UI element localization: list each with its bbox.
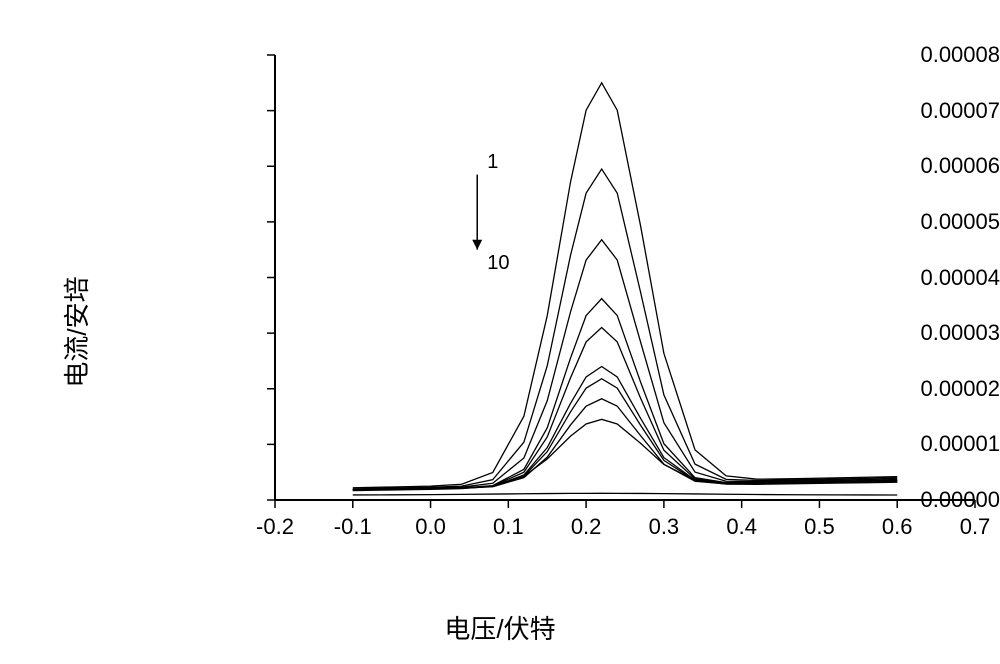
y-tick-label: 0.00006 — [739, 153, 1000, 179]
x-tick-label: -0.2 — [256, 514, 294, 540]
y-tick-label: 0.00004 — [739, 265, 1000, 291]
y-tick-label: 0.00001 — [739, 431, 1000, 457]
x-tick-label: 0.1 — [493, 514, 524, 540]
annotation-label-top: 1 — [487, 151, 498, 174]
y-tick-label: 0.00008 — [739, 42, 1000, 68]
y-tick-label: 0.00007 — [739, 98, 1000, 124]
chart-container: 电流/安培 电压/伏特 0.000000.000010.000020.00003… — [0, 0, 1000, 664]
y-tick-label: 0.00005 — [739, 209, 1000, 235]
x-tick-label: 0.5 — [804, 514, 835, 540]
x-tick-label: 0.0 — [415, 514, 446, 540]
y-tick-label: 0.00000 — [739, 487, 1000, 513]
x-tick-label: 0.3 — [649, 514, 680, 540]
y-tick-label: 0.00002 — [739, 376, 1000, 402]
x-tick-label: 0.6 — [882, 514, 913, 540]
annotation-label-bottom: 10 — [487, 252, 509, 275]
x-tick-label: 0.7 — [960, 514, 991, 540]
y-tick-label: 0.00003 — [739, 320, 1000, 346]
annotation-arrowhead — [472, 240, 482, 250]
series-curve — [353, 328, 897, 490]
x-tick-label: 0.2 — [571, 514, 602, 540]
x-tick-label: 0.4 — [726, 514, 757, 540]
x-tick-label: -0.1 — [334, 514, 372, 540]
